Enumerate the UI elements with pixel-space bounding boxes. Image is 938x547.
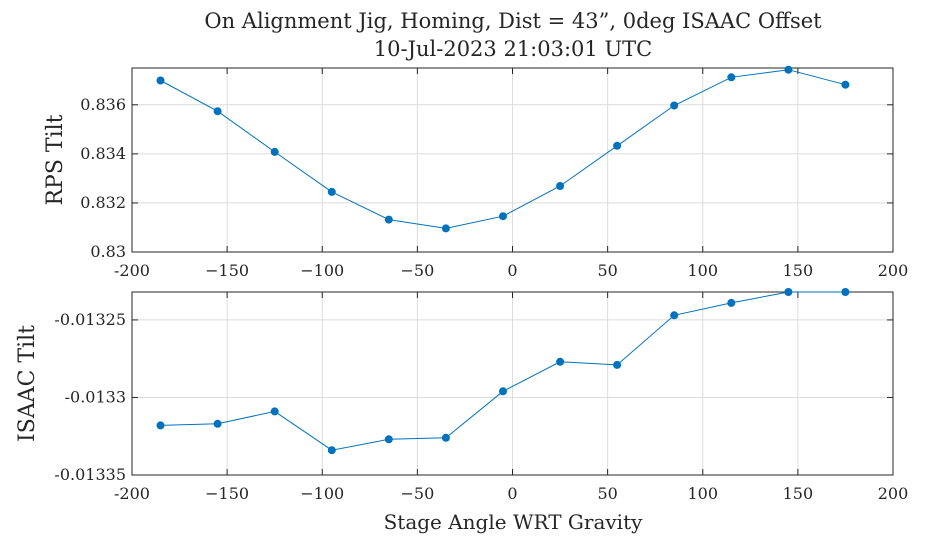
- rps-data-point: [156, 76, 165, 85]
- rps-tilt-subplot: -200 −150 −100 −50 0 50 100 150 200 0.83 0.832 0.83…: [43, 65, 908, 280]
- rps-xtick-label: 50: [597, 261, 617, 280]
- isaac-xtick-label: −100: [300, 484, 344, 503]
- isaac-data-point: [613, 360, 622, 369]
- rps-xtick-label: 200: [878, 261, 909, 280]
- rps-series: [156, 65, 850, 233]
- isaac-ytick-label: -0.01335: [54, 465, 126, 484]
- isaac-xtick-label: 100: [687, 484, 718, 503]
- isaac-xtick-label: 0: [507, 484, 517, 503]
- isaac-data-point: [156, 421, 165, 430]
- rps-data-point: [784, 65, 793, 74]
- rps-xtick-label: 100: [687, 261, 718, 280]
- isaac-data-point: [556, 357, 565, 366]
- rps-data-point: [841, 80, 850, 89]
- rps-data-point: [613, 141, 622, 150]
- rps-data-point: [556, 182, 565, 190]
- isaac-data-point: [270, 407, 279, 416]
- isaac-ticks: -200 −150 −100 −50 0 50 100 150 200 -0.01335 -0.01…: [54, 292, 908, 503]
- rps-xtick-label: −50: [400, 261, 434, 280]
- rps-ytick-label: 0.832: [80, 193, 126, 212]
- rps-series-line: [160, 69, 846, 229]
- isaac-data-point: [784, 288, 793, 296]
- isaac-data-point: [213, 419, 222, 428]
- isaac-xtick-label: 50: [597, 484, 617, 503]
- rps-ytick-label: 0.834: [80, 144, 126, 163]
- rps-xtick-label: −150: [205, 261, 249, 280]
- isaac-data-point: [327, 446, 336, 455]
- isaac-ytick-label: -0.01325: [54, 310, 126, 329]
- rps-data-point: [327, 187, 336, 196]
- rps-data-point: [384, 215, 393, 224]
- rps-xtick-label: −100: [300, 261, 344, 280]
- chart-title-line-1: On Alignment Jig, Homing, Dist = 43”, 0d…: [204, 9, 822, 33]
- isaac-grid: [131, 292, 894, 476]
- isaac-xtick-label: -200: [114, 484, 150, 503]
- isaac-data-point: [499, 387, 507, 396]
- isaac-data-point: [384, 435, 393, 444]
- isaac-data-point: [841, 288, 850, 296]
- rps-data-point: [670, 101, 679, 110]
- isaac-tilt-subplot: -200 −150 −100 −50 0 50 100 150 200 -0.01335 -0.01…: [15, 288, 908, 503]
- isaac-xtick-label: −50: [400, 484, 434, 503]
- rps-data-point: [270, 147, 279, 156]
- isaac-series: [156, 288, 850, 455]
- isaac-data-point: [727, 298, 736, 307]
- rps-data-point: [499, 212, 507, 221]
- rps-xtick-label: -200: [114, 261, 150, 280]
- rps-data-point: [441, 224, 450, 233]
- x-axis-label: Stage Angle WRT Gravity: [384, 510, 644, 534]
- isaac-ylabel: ISAAC Tilt: [15, 325, 40, 442]
- rps-ytick-label: 0.83: [90, 242, 126, 261]
- rps-data-point: [213, 107, 222, 116]
- isaac-series-line: [160, 291, 846, 451]
- isaac-xtick-label: 150: [783, 484, 814, 503]
- rps-ticks: -200 −150 −100 −50 0 50 100 150 200 0.83 0.832 0.83…: [80, 68, 908, 280]
- rps-ylabel: RPS Tilt: [43, 114, 68, 205]
- rps-xtick-label: 0: [507, 261, 517, 280]
- isaac-xtick-label: 200: [878, 484, 909, 503]
- rps-xtick-label: 150: [783, 261, 814, 280]
- rps-grid: [131, 68, 894, 253]
- rps-data-point: [727, 73, 736, 82]
- isaac-ytick-label: -0.0133: [65, 387, 126, 406]
- isaac-xtick-label: −150: [205, 484, 249, 503]
- chart-title-line-2: 10-Jul-2023 21:03:01 UTC: [374, 37, 652, 61]
- isaac-data-point: [441, 433, 450, 442]
- isaac-data-point: [670, 311, 679, 320]
- rps-ytick-label: 0.836: [80, 95, 126, 114]
